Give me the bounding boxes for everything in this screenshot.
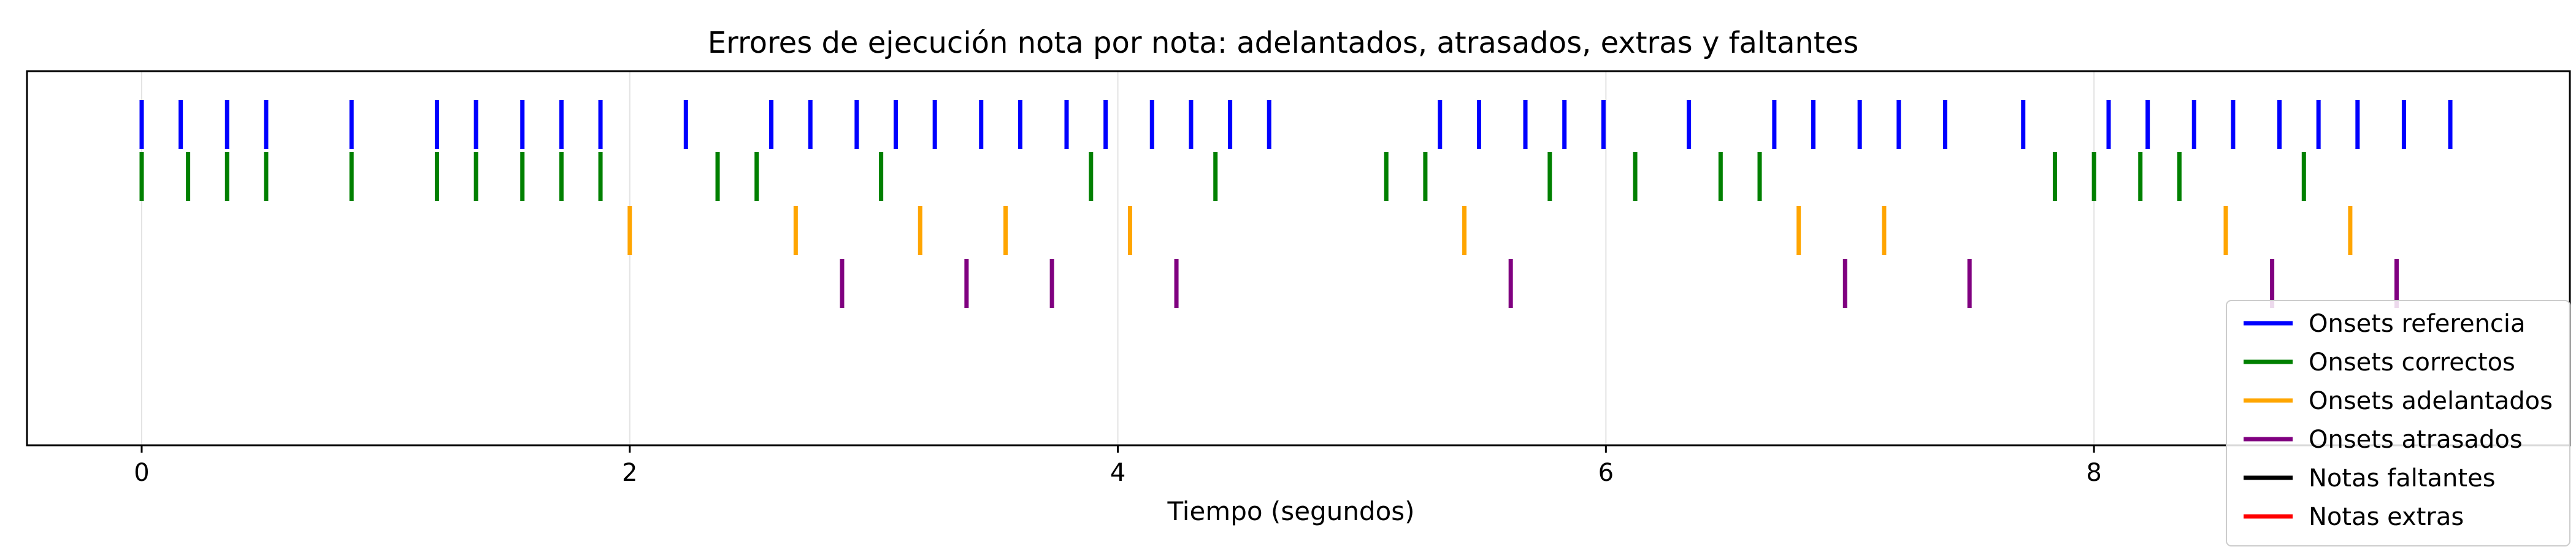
- legend-label: Onsets atrasados: [2309, 426, 2523, 454]
- legend-label: Notas faltantes: [2309, 464, 2496, 493]
- grid-lines: [141, 71, 2095, 445]
- legend-label: Onsets adelantados: [2309, 387, 2553, 415]
- event-marks: [139, 100, 2453, 308]
- legend-label: Onsets referencia: [2309, 310, 2526, 338]
- x-tick-label: 4: [1110, 459, 1125, 487]
- x-tick-label: 0: [134, 459, 149, 487]
- x-tick-label: 8: [2086, 459, 2101, 487]
- plot-frame: [26, 70, 2571, 447]
- legend-label: Onsets correctos: [2309, 348, 2515, 377]
- x-tick-label: 6: [1598, 459, 1614, 487]
- x-axis-ticks: 0 2 4 6 8: [134, 445, 2102, 487]
- legend-box: [2226, 300, 2570, 546]
- legend: Onsets referencia Onsets correctos Onsets …: [2226, 300, 2570, 546]
- legend-label: Notas extras: [2309, 503, 2464, 531]
- x-axis-label: Tiempo (segundos): [1167, 496, 1414, 526]
- chart-title: Errores de ejecución nota por nota: adel…: [708, 26, 1859, 60]
- x-tick-label: 2: [622, 459, 637, 487]
